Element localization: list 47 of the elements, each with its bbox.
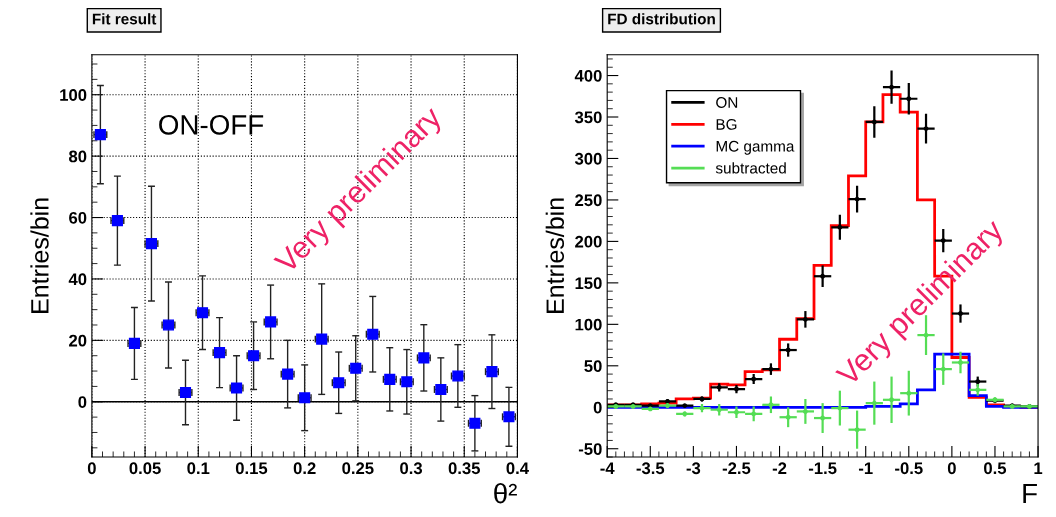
- x-tick-label: 1: [1034, 462, 1043, 474]
- x-tick-label: -2.5: [722, 462, 751, 475]
- y-axis-title: Entries/bin: [30, 198, 49, 313]
- y-tick-label: 100: [60, 89, 87, 101]
- x-tick-label: 0.2: [293, 462, 316, 475]
- y-tick-label: 20: [69, 334, 87, 347]
- x-tick-label: -3.5: [636, 462, 665, 475]
- x-axis-title: θ²: [494, 483, 517, 504]
- x-tick-label: -1: [858, 462, 873, 474]
- x-tick-label: 0.15: [235, 462, 268, 475]
- chart-title: FD distribution: [608, 13, 715, 25]
- y-tick-label: -50: [578, 443, 602, 455]
- y-axis-title: Entries/bin: [545, 198, 565, 313]
- x-tick-label: -3: [686, 462, 701, 475]
- x-axis-title: F: [1023, 484, 1037, 504]
- y-tick-label: 50: [584, 360, 602, 372]
- y-tick-label: 300: [574, 152, 602, 165]
- chart-title: Fit result: [92, 13, 157, 25]
- x-tick-label: 0: [947, 462, 956, 475]
- y-tick-label: 80: [69, 150, 87, 163]
- x-tick-label: 0.1: [187, 462, 210, 475]
- y-tick-label: 0: [78, 396, 87, 408]
- y-tick-label: 0: [593, 401, 602, 414]
- y-tick-label: 150: [575, 277, 602, 290]
- legend-label: ON: [716, 97, 738, 108]
- y-tick-label: 60: [69, 211, 87, 224]
- legend-label: subtracted: [715, 162, 786, 174]
- y-tick-label: 40: [68, 273, 87, 286]
- x-tick-label: 0: [87, 462, 96, 475]
- x-tick-label: 0.3: [400, 462, 423, 475]
- x-tick-label: 0.25: [342, 462, 374, 475]
- y-tick-label: 400: [574, 69, 602, 82]
- y-tick-label: 200: [575, 235, 602, 248]
- x-tick-label: 0.4: [506, 462, 529, 475]
- annotation: ON-OFF: [159, 114, 264, 135]
- y-tick-label: 100: [575, 318, 602, 331]
- x-tick-label: -0.5: [895, 462, 923, 475]
- legend-label: MC gamma: [716, 140, 795, 155]
- x-tick-label: -1.5: [808, 462, 837, 475]
- y-tick-label: 350: [574, 111, 602, 124]
- x-tick-label: 0.05: [129, 462, 161, 475]
- x-tick-label: -2: [772, 462, 787, 474]
- y-tick-label: 250: [575, 194, 602, 207]
- x-tick-label: 0.5: [984, 462, 1007, 475]
- legend-label: BG: [716, 118, 737, 130]
- x-tick-label: 0.35: [448, 462, 480, 475]
- x-tick-label: -4: [600, 462, 615, 474]
